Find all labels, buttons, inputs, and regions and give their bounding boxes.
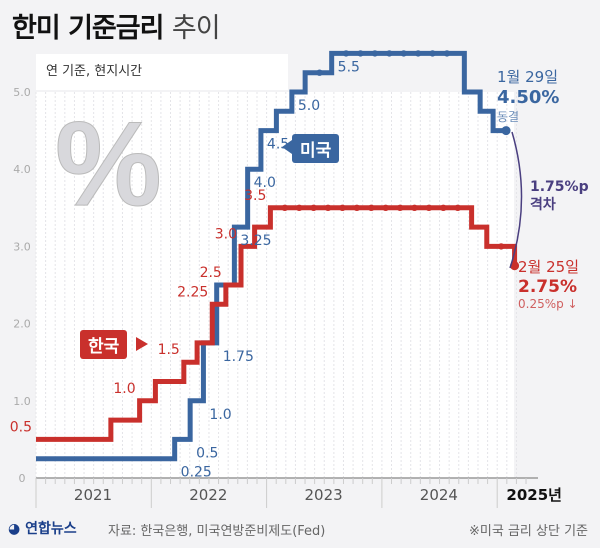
y-tick-label: 4.0 (13, 163, 31, 176)
data-label: 3.5 (244, 188, 266, 204)
x-tick-label: 2022 (189, 486, 227, 504)
korea-rate: 2.75% (518, 277, 577, 297)
meeting-dot (357, 50, 364, 57)
us-status: 동결 (497, 110, 520, 124)
data-label: 2.5 (200, 265, 222, 281)
series-line-us (36, 50, 507, 462)
x-tick-label: 2024 (420, 486, 458, 504)
us-callout: 미국 (292, 134, 340, 163)
data-label: 4.0 (254, 175, 276, 191)
unit-note: 연 기준, 현지시간 (36, 54, 288, 90)
meeting-dot (324, 204, 332, 211)
us-date: 1월 29일 (497, 68, 558, 86)
meeting-dot (396, 204, 404, 211)
data-label: 5.0 (298, 98, 320, 114)
y-tick-label: 1.0 (13, 395, 31, 408)
korea-change: 0.25%p ↓ (518, 297, 578, 311)
source-note: 자료: 한국은행, 미국연방준비제도(Fed) (108, 524, 326, 539)
us-rate: 4.50% (497, 87, 560, 108)
meeting-dot (316, 69, 323, 76)
korea-callout: 한국 (80, 330, 128, 359)
gap-value: 1.75%p (530, 179, 589, 195)
x-tick-label: 2021 (74, 486, 112, 504)
chart-title: 한미 기준금리 추이 (12, 13, 221, 44)
meeting-dot (371, 50, 379, 57)
meeting-dot (400, 50, 407, 57)
us-annotation: 1월 29일 4.50% 동결 (497, 66, 559, 125)
meeting-dot (443, 50, 451, 57)
data-label: 1.0 (113, 381, 135, 397)
meeting-dot (342, 50, 350, 57)
data-label: 3.25 (240, 233, 271, 249)
data-label: 0.25 (181, 465, 212, 481)
gap-annotation: 1.75%p 격차 (530, 178, 589, 214)
y-tick-label: 0 (19, 472, 26, 485)
meeting-dot (368, 204, 375, 211)
data-label: 1.75 (223, 349, 254, 365)
latest-point (510, 261, 520, 271)
y-tick-label: 5.0 (13, 86, 31, 99)
meeting-dot (440, 204, 447, 211)
meeting-dot (454, 204, 461, 211)
meeting-dot (310, 204, 317, 211)
meeting-dot (414, 50, 422, 57)
meeting-dot (353, 204, 361, 211)
data-label: 1.5 (158, 342, 180, 358)
korea-date: 2월 25일 (518, 258, 579, 276)
gap-bracket (509, 131, 523, 269)
y-tick-label: 3.0 (13, 240, 31, 253)
data-label: 4.5 (267, 137, 289, 153)
gap-label: 격차 (530, 197, 556, 213)
yonhap-logo: ◕ 연합뉴스 (8, 521, 77, 537)
basis-note: ※미국 금리 상단 기준 (469, 524, 588, 539)
meeting-dot (339, 204, 346, 211)
plot-background (36, 92, 514, 478)
data-label: 0.5 (196, 445, 218, 461)
meeting-dot (425, 204, 433, 211)
series-line-korea (36, 205, 518, 442)
data-label: 1.0 (209, 407, 231, 423)
meeting-dot (386, 50, 393, 57)
meeting-dot (281, 204, 289, 211)
data-label: 0.5 (10, 419, 32, 435)
latest-point (501, 126, 511, 136)
korea-callout-pointer (136, 337, 148, 351)
meeting-dot (411, 204, 418, 211)
meeting-dot (497, 243, 505, 250)
x-tick-label: 2025년 (506, 486, 562, 504)
meeting-dot (382, 204, 389, 211)
korea-annotation: 2월 25일 2.75% 0.25%p ↓ (518, 256, 579, 311)
data-label: 3.0 (215, 226, 237, 242)
meeting-dot (429, 50, 436, 57)
percent-decoration: % (55, 97, 162, 231)
meeting-dot (296, 204, 303, 211)
us-callout-pointer (282, 140, 292, 154)
data-label: 2.25 (177, 284, 208, 300)
data-label: 5.5 (338, 59, 360, 75)
x-tick-label: 2023 (305, 486, 343, 504)
y-tick-label: 2.0 (13, 318, 31, 331)
